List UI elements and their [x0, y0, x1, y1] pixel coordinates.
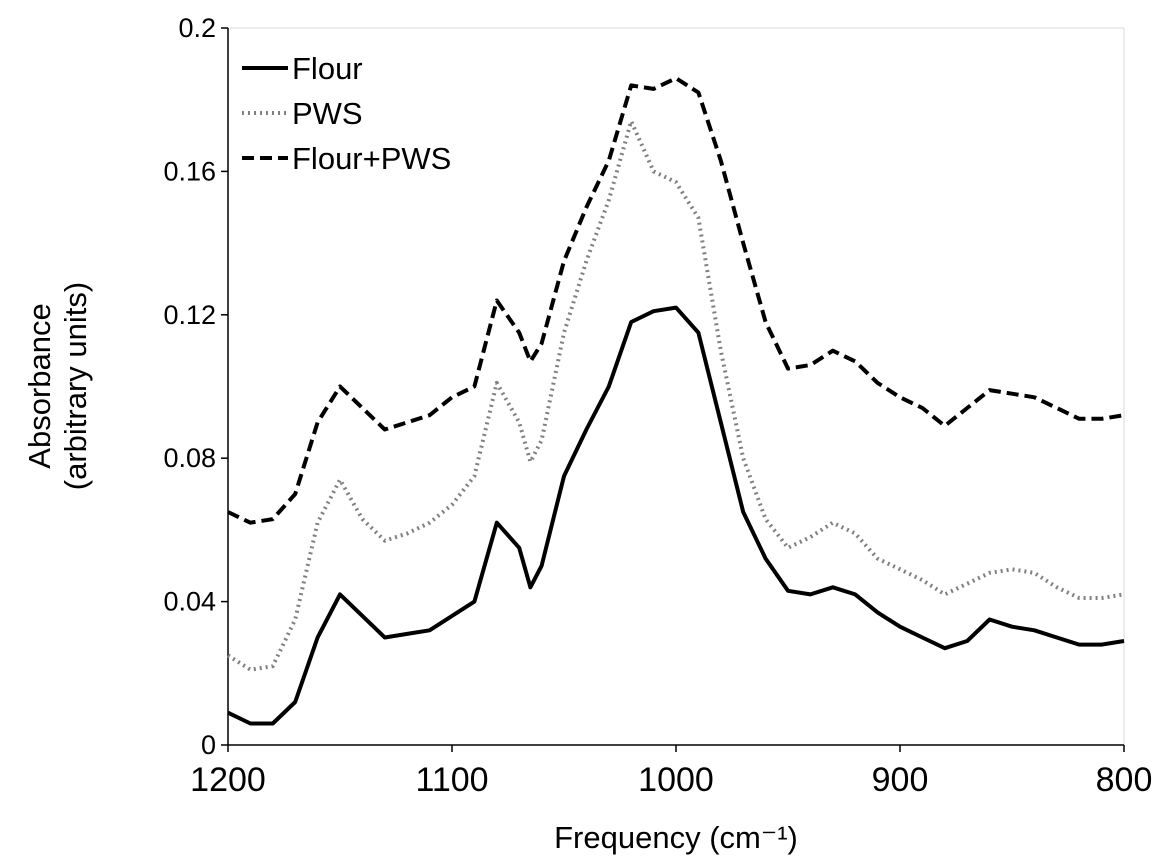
y-tick-label: 0.16 — [163, 156, 216, 186]
y-tick-label: 0.12 — [163, 300, 216, 330]
legend-label: PWS — [292, 96, 363, 131]
series-line — [226, 119, 1125, 672]
legend-label: Flour+PWS — [292, 141, 451, 176]
y-tick-label: 0 — [201, 730, 216, 760]
x-tick-label: 1200 — [190, 761, 266, 799]
y-tick-label: 0.04 — [163, 587, 216, 617]
y-axis-title-line: Absorbance — [22, 303, 57, 468]
x-tick-label: 900 — [872, 761, 929, 799]
y-tick-label: 0.08 — [163, 443, 216, 473]
x-tick-label: 800 — [1096, 761, 1153, 799]
legend-label: Flour — [292, 51, 363, 86]
x-axis-title: Frequency (cm⁻¹) — [554, 820, 798, 855]
x-tick-label: 1000 — [638, 761, 714, 799]
series-line — [227, 305, 1125, 726]
y-axis-title: Absorbance (arbitrary units) — [22, 282, 93, 490]
y-tick-label: 0.2 — [178, 13, 216, 43]
y-axis-title-line: (arbitrary units) — [58, 282, 93, 490]
series-line — [227, 76, 1125, 525]
plot-frame — [227, 27, 1125, 746]
x-tick-label: 1100 — [415, 761, 488, 799]
